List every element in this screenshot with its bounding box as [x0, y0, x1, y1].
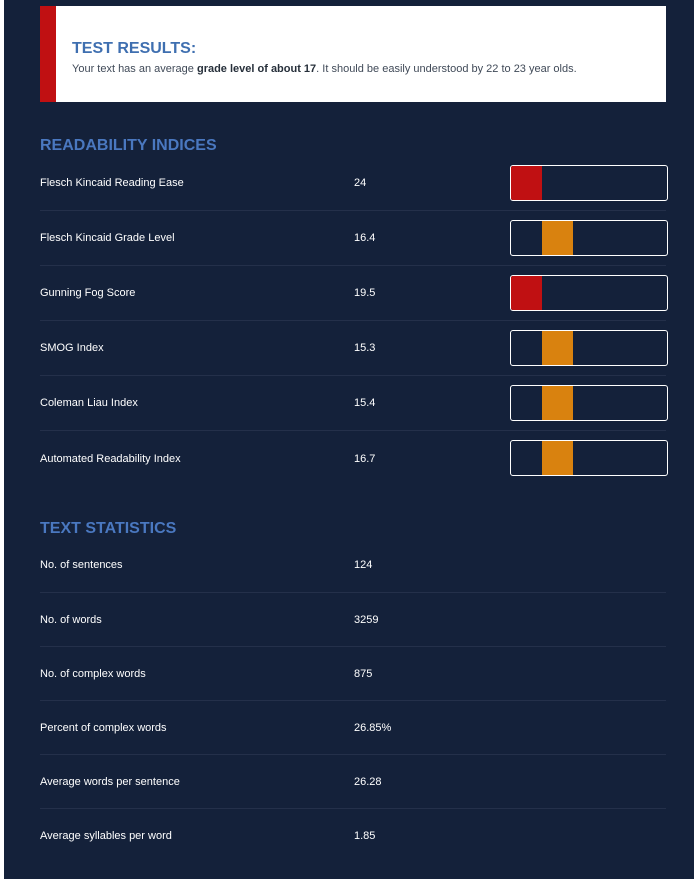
- readability-row: Automated Readability Index 16.7: [40, 431, 668, 486]
- statistic-label: No. of sentences: [40, 559, 123, 571]
- statistics-row: Average words per sentence 26.28: [40, 755, 666, 809]
- statistic-label: No. of words: [40, 613, 102, 626]
- statistic-label: Average words per sentence: [40, 775, 180, 788]
- readability-meter-fill: [511, 166, 542, 200]
- readability-meter-fill: [511, 276, 542, 310]
- readability-meter-fill: [542, 386, 573, 420]
- statistic-value: 26.85%: [354, 721, 392, 734]
- readability-indices-title: READABILITY INDICES: [40, 137, 217, 154]
- readability-label: Automated Readability Index: [40, 452, 181, 465]
- readability-label: SMOG Index: [40, 342, 104, 354]
- readability-label: Flesch Kincaid Reading Ease: [40, 177, 184, 189]
- statistic-value: 875: [354, 667, 373, 680]
- readability-value: 24: [354, 177, 367, 189]
- statistic-value: 3259: [354, 613, 379, 626]
- readability-meter-fill: [542, 221, 573, 255]
- test-results-summary: Your text has an average grade level of …: [72, 62, 577, 76]
- readability-meter: [510, 165, 668, 201]
- readability-row: SMOG Index 15.3: [40, 321, 668, 376]
- readability-value: 16.4: [354, 232, 376, 244]
- readability-meter-fill: [542, 331, 573, 365]
- readability-value: 16.7: [354, 452, 376, 465]
- readability-meter: [510, 440, 668, 476]
- readability-row: Coleman Liau Index 15.4: [40, 376, 668, 431]
- statistic-label: Percent of complex words: [40, 721, 167, 734]
- readability-label: Coleman Liau Index: [40, 397, 138, 409]
- statistics-row: Average syllables per word 1.85: [40, 809, 666, 863]
- test-results-box: TEST RESULTS: Your text has an average g…: [40, 6, 666, 102]
- readability-meter: [510, 220, 668, 256]
- statistics-row: No. of sentences 124: [40, 538, 666, 593]
- readability-value: 15.3: [354, 342, 376, 354]
- statistics-row: Percent of complex words 26.85%: [40, 701, 666, 755]
- readability-meter: [510, 385, 668, 421]
- readability-meter: [510, 330, 668, 366]
- readability-meter-fill: [542, 441, 573, 475]
- statistic-value: 26.28: [354, 775, 382, 788]
- summary-text-before: Your text has an average: [72, 63, 197, 75]
- text-statistics-title: TEXT STATISTICS: [40, 520, 177, 537]
- readability-label: Gunning Fog Score: [40, 287, 136, 299]
- statistic-label: Average syllables per word: [40, 830, 172, 842]
- readability-value: 15.4: [354, 397, 376, 409]
- test-results-title: TEST RESULTS:: [72, 40, 197, 57]
- statistics-row: No. of words 3259: [40, 593, 666, 647]
- readability-label: Flesch Kincaid Grade Level: [40, 232, 175, 244]
- summary-grade-level: grade level of about 17: [196, 63, 317, 75]
- statistic-value: 1.85: [354, 830, 376, 842]
- summary-text-after: . It should be easily understood by 22 t…: [316, 63, 577, 75]
- readability-row: Flesch Kincaid Grade Level 16.4: [40, 211, 668, 266]
- statistics-row: No. of complex words 875: [40, 647, 666, 701]
- statistic-label: No. of complex words: [40, 667, 146, 680]
- statistic-value: 124: [354, 559, 373, 571]
- results-panel: TEST RESULTS: Your text has an average g…: [4, 0, 694, 879]
- readability-row: Flesch Kincaid Reading Ease 24: [40, 156, 668, 211]
- readability-row: Gunning Fog Score 19.5: [40, 266, 668, 321]
- readability-value: 19.5: [354, 287, 376, 299]
- readability-meter: [510, 275, 668, 311]
